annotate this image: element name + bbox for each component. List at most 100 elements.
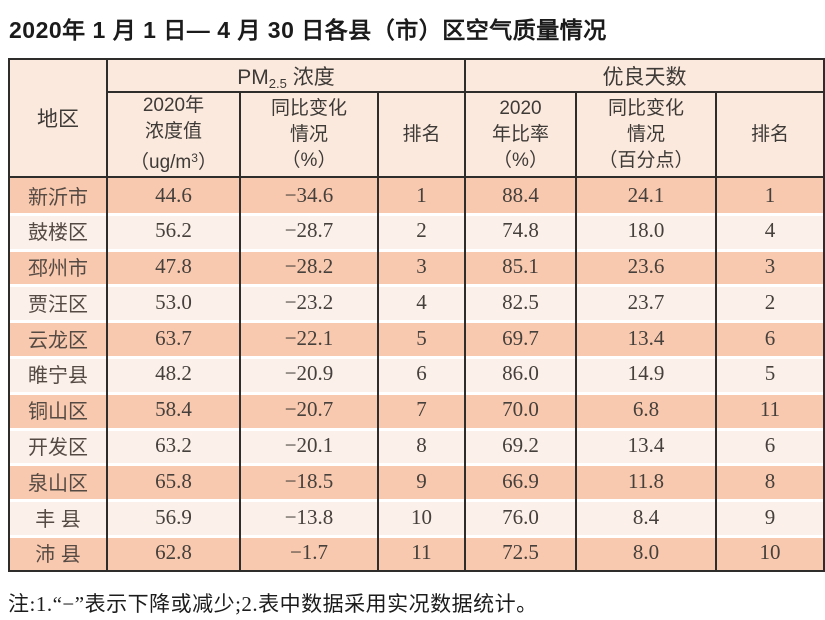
table-row: 邳州市 47.8 −28.2 3 85.1 23.6 3 <box>8 248 825 285</box>
header-rate-rank: 排名 <box>714 92 825 178</box>
region-cell: 开发区 <box>8 427 107 464</box>
header-pm-change-line3: （%） <box>281 149 337 171</box>
pm-change-cell: −23.2 <box>239 284 378 321</box>
rate-cell: 82.5 <box>464 284 576 321</box>
pm-rank-cell: 3 <box>377 248 465 285</box>
table-row: 贾汪区 53.0 −23.2 4 82.5 23.7 2 <box>8 284 825 321</box>
pm-value-cell: 56.9 <box>106 499 240 535</box>
header-pm-change-line2: 情况 <box>289 123 328 145</box>
rate-change-cell: 23.7 <box>575 284 716 321</box>
header-rate-line2: 年比率 <box>491 123 549 145</box>
rate-rank-cell: 9 <box>714 499 825 535</box>
pm-change-cell: −18.5 <box>239 463 378 500</box>
rate-change-cell: 14.9 <box>575 355 716 392</box>
pm-value-cell: 53.0 <box>106 284 240 321</box>
header-rate-change-line3: （百分点） <box>598 149 694 171</box>
header-group-row: 地区 PM2.5 浓度 优良天数 <box>8 59 825 178</box>
pm-value-cell: 56.2 <box>106 212 240 249</box>
rate-rank-cell: 5 <box>714 355 825 392</box>
header-pm-rank: 排名 <box>377 92 465 178</box>
pm-value-cell: 44.6 <box>106 177 240 213</box>
rate-rank-cell: 8 <box>714 463 825 500</box>
table-row: 睢宁县 48.2 −20.9 6 86.0 14.9 5 <box>8 355 825 392</box>
rate-change-cell: 23.6 <box>575 248 716 285</box>
region-cell: 贾汪区 <box>8 284 107 321</box>
table-row: 铜山区 58.4 −20.7 7 70.0 6.8 11 <box>8 391 825 428</box>
rate-cell: 85.1 <box>464 248 576 285</box>
header-rate-change: 同比变化 情况 （百分点） <box>575 92 716 178</box>
pm-unit-superscript: 3 <box>191 151 198 165</box>
table-row: 新沂市 44.6 −34.6 1 88.4 24.1 1 <box>8 177 825 213</box>
rate-cell: 66.9 <box>464 463 576 500</box>
pm-value-cell: 65.8 <box>106 463 240 500</box>
header-pm-value: 2020年 浓度值 （ug/m3） <box>106 92 240 178</box>
header-rate-line1: 2020 <box>499 97 542 119</box>
rate-rank-cell: 10 <box>714 534 825 571</box>
header-group-pm25: PM2.5 浓度 <box>106 59 465 93</box>
pm-rank-cell: 10 <box>377 499 465 535</box>
rate-rank-cell: 6 <box>714 320 825 356</box>
pm25-label-suffix: 浓度 <box>286 65 335 89</box>
region-cell: 邳州市 <box>8 248 107 285</box>
rate-cell: 86.0 <box>464 355 576 392</box>
table-row: 沛 县 62.8 −1.7 11 72.5 8.0 10 <box>8 534 825 571</box>
table-row: 泉山区 65.8 −18.5 9 66.9 11.8 8 <box>8 463 825 500</box>
pm-value-cell: 63.7 <box>106 320 240 356</box>
rate-cell: 76.0 <box>464 499 576 535</box>
header-region: 地区 <box>8 59 107 178</box>
region-cell: 新沂市 <box>8 177 107 213</box>
pm-change-cell: −22.1 <box>239 320 378 356</box>
pm-rank-cell: 4 <box>377 284 465 321</box>
pm-unit-prefix: （ug/m <box>130 152 192 173</box>
pm-value-cell: 63.2 <box>106 427 240 464</box>
rate-change-cell: 11.8 <box>575 463 716 500</box>
rate-change-cell: 8.0 <box>575 534 716 571</box>
rate-change-cell: 18.0 <box>575 212 716 249</box>
table-row: 鼓楼区 56.2 −28.7 2 74.8 18.0 4 <box>8 212 825 249</box>
rate-rank-cell: 1 <box>714 177 825 213</box>
page-title: 2020年 1 月 1 日— 4 月 30 日各县（市）区空气质量情况 <box>9 17 607 43</box>
pm-rank-cell: 7 <box>377 391 465 428</box>
pm-change-cell: −28.7 <box>239 212 378 249</box>
rate-cell: 69.2 <box>464 427 576 464</box>
pm-rank-cell: 11 <box>377 534 465 571</box>
region-cell: 泉山区 <box>8 463 107 500</box>
header-group-good-days: 优良天数 <box>463 59 825 93</box>
header-sub-row: 2020年 浓度值 （ug/m3） 同比变化 情况 （%） 排名 2020 年比… <box>9 92 825 178</box>
rate-change-cell: 8.4 <box>575 499 716 535</box>
rate-change-cell: 13.4 <box>575 427 716 464</box>
header-pm-value-line2: 浓度值 <box>144 121 202 142</box>
header-rate-change-line2: 情况 <box>626 123 665 145</box>
rate-rank-cell: 3 <box>714 248 825 285</box>
pm-value-cell: 58.4 <box>106 391 240 428</box>
footnote: 注:1.“−”表示下降或减少;2.表中数据采用实况数据统计。 <box>8 591 538 616</box>
rate-rank-cell: 11 <box>714 391 825 428</box>
rate-cell: 69.7 <box>464 320 576 356</box>
pm-rank-cell: 6 <box>377 355 465 392</box>
region-cell: 睢宁县 <box>8 355 107 392</box>
pm-change-cell: −28.2 <box>239 248 378 285</box>
pm-rank-cell: 2 <box>377 212 465 249</box>
pm-rank-cell: 1 <box>377 177 465 213</box>
header-pm-value-unit: （ug/m3） <box>108 145 239 176</box>
pm-change-cell: −34.6 <box>239 177 378 213</box>
table-row: 云龙区 63.7 −22.1 5 69.7 13.4 6 <box>8 320 825 356</box>
region-cell: 沛 县 <box>8 534 107 571</box>
header-rate: 2020 年比率 （%） <box>464 92 576 178</box>
rate-change-cell: 13.4 <box>575 320 716 356</box>
rate-rank-cell: 4 <box>714 212 825 249</box>
pm-change-cell: −20.1 <box>239 427 378 464</box>
pm25-label-prefix: PM <box>237 65 269 89</box>
pm-unit-suffix: ） <box>197 152 217 173</box>
table-row: 丰 县 56.9 −13.8 10 76.0 8.4 9 <box>8 499 825 535</box>
pm-rank-cell: 8 <box>377 427 465 464</box>
table-header: 地区 PM2.5 浓度 优良天数 2020年 浓度值 （ug/m3） 同比变化 … <box>8 59 825 178</box>
rate-cell: 88.4 <box>464 177 576 213</box>
rate-cell: 74.8 <box>464 212 576 249</box>
pm-change-cell: −13.8 <box>239 499 378 535</box>
header-pm-change: 同比变化 情况 （%） <box>239 92 378 178</box>
pm-change-cell: −1.7 <box>239 534 378 571</box>
region-cell: 鼓楼区 <box>8 212 107 249</box>
table-body: 新沂市 44.6 −34.6 1 88.4 24.1 1 鼓楼区 56.2 −2… <box>8 177 825 571</box>
pm-rank-cell: 5 <box>377 320 465 356</box>
